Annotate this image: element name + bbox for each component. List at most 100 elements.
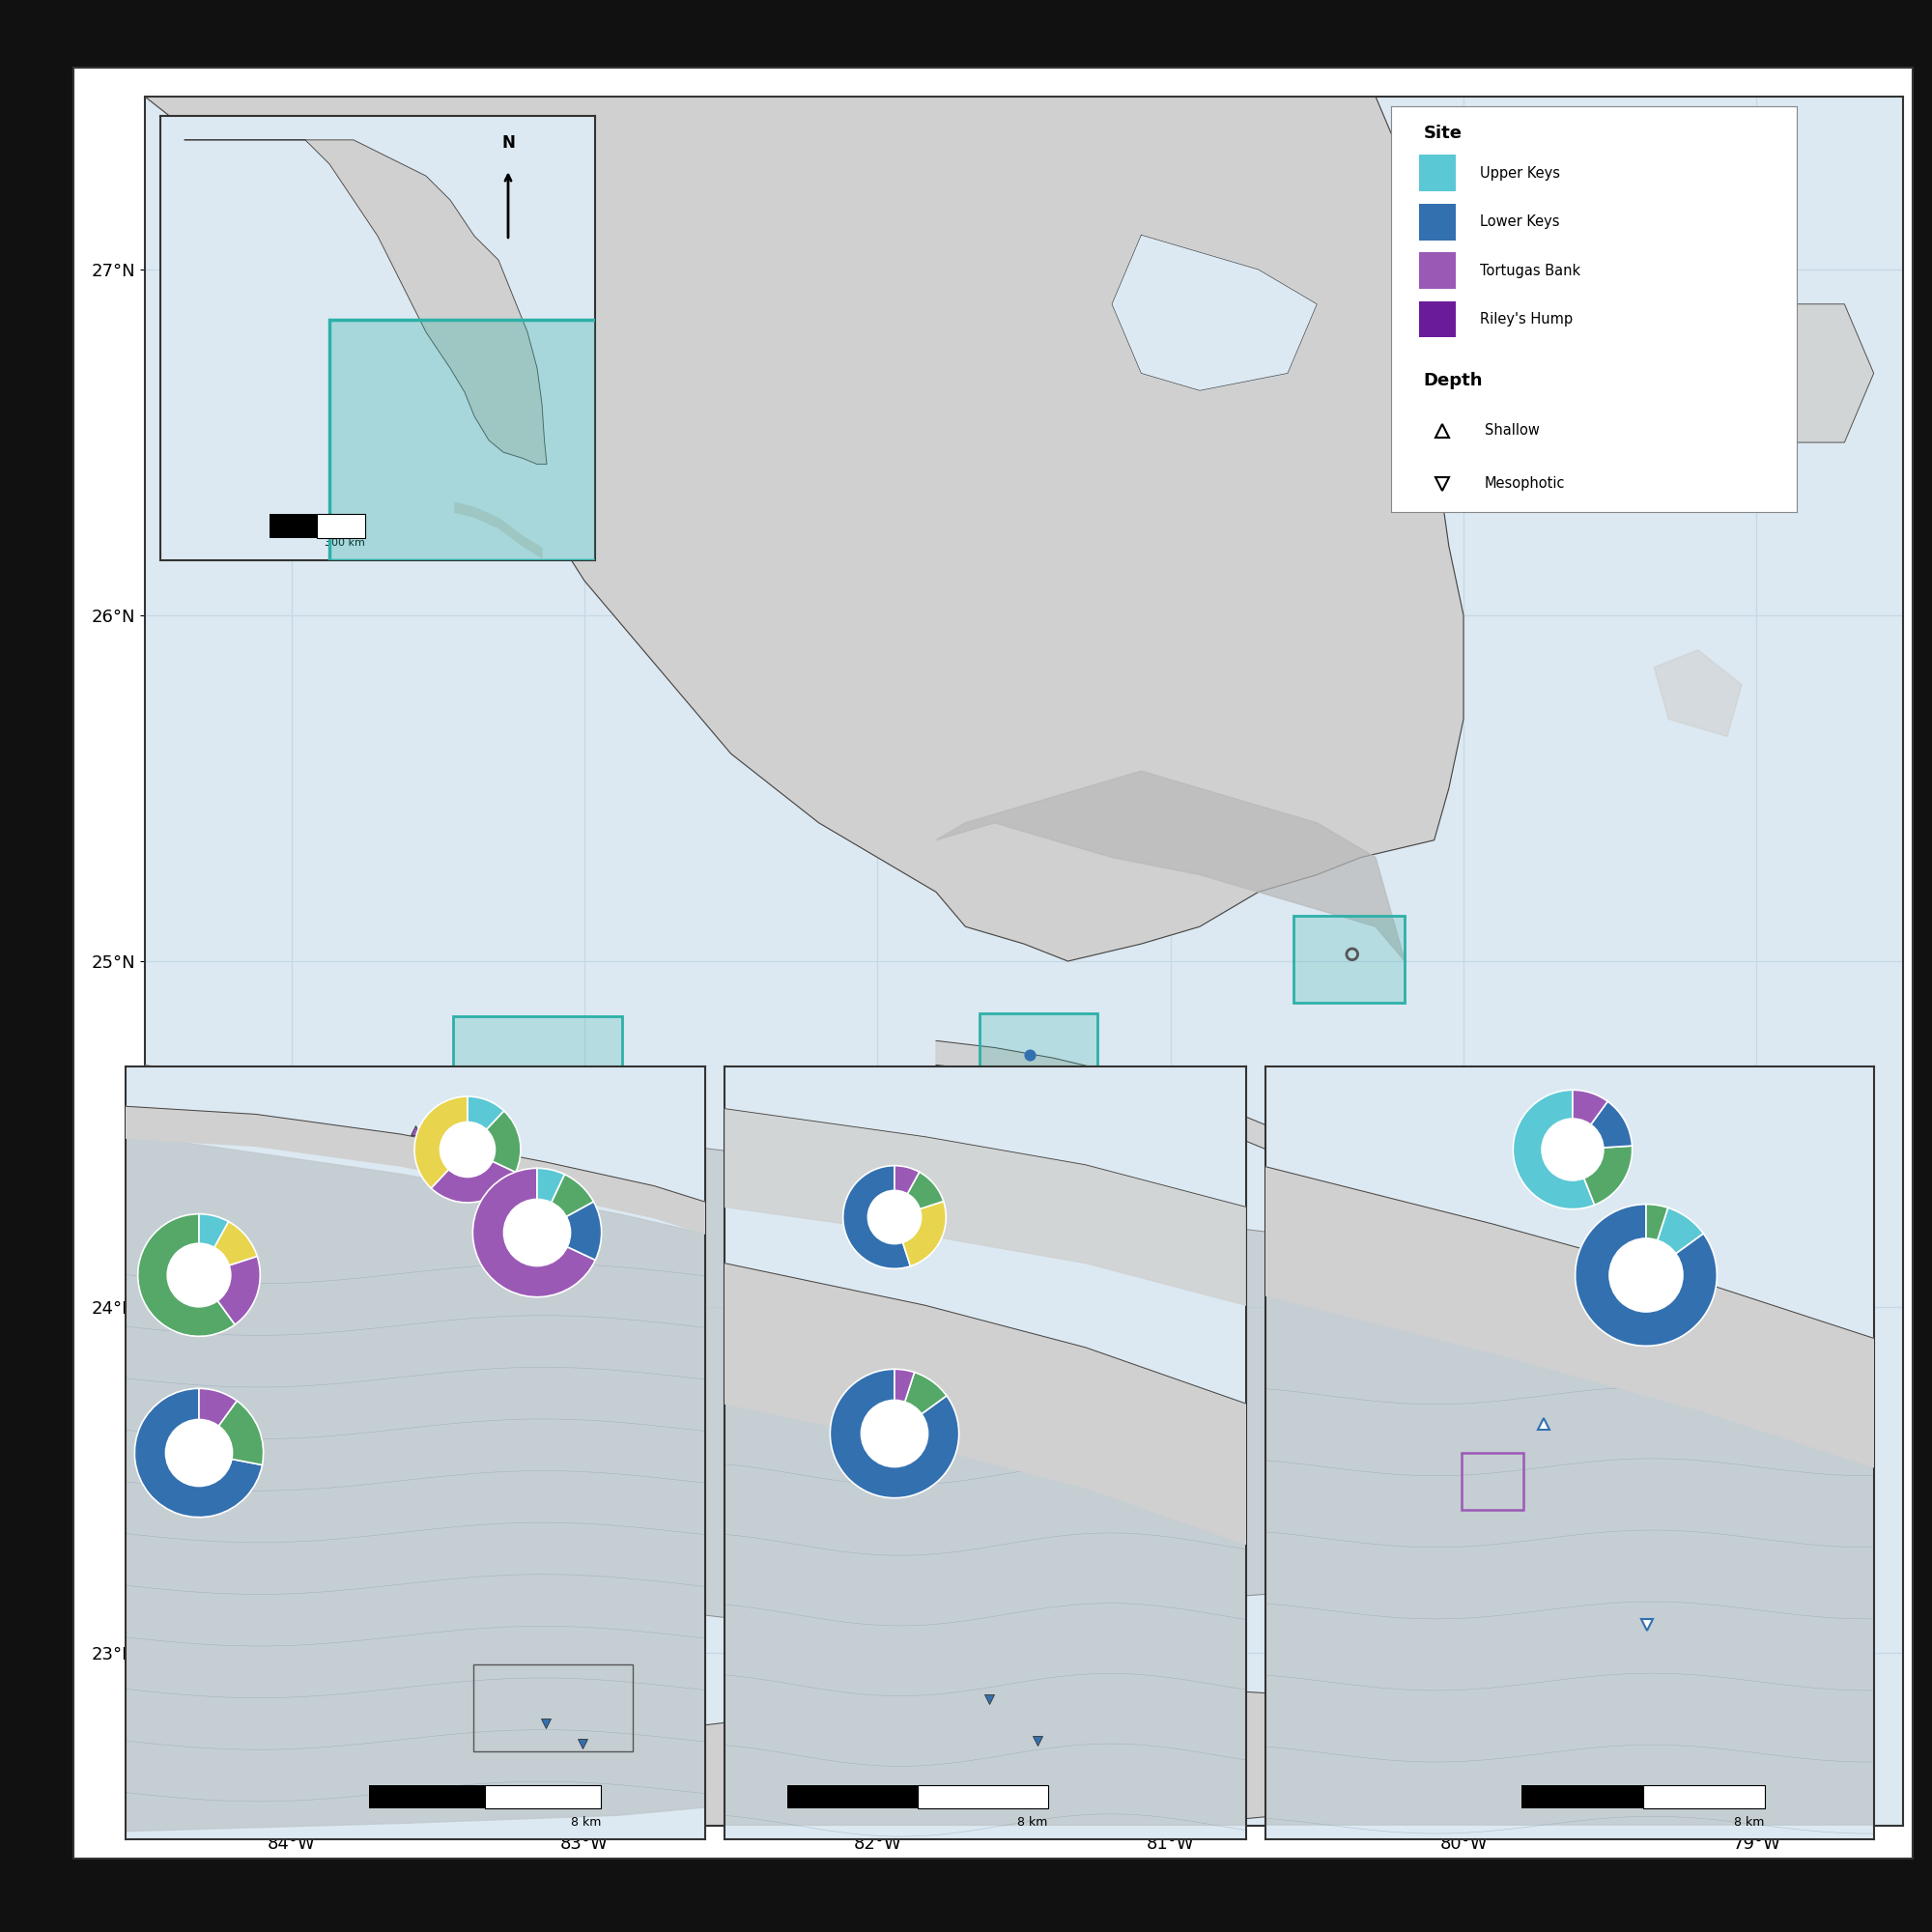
Circle shape	[862, 1401, 927, 1466]
Text: 26.4: 26.4	[184, 1269, 214, 1281]
Wedge shape	[537, 1169, 564, 1233]
Polygon shape	[145, 1687, 1609, 1853]
Polygon shape	[935, 1041, 1449, 1200]
Text: 8 km: 8 km	[570, 1816, 601, 1828]
Bar	[317, 514, 365, 537]
Wedge shape	[1573, 1090, 1607, 1150]
Bar	[1461, 1453, 1522, 1511]
Bar	[1420, 253, 1457, 288]
Polygon shape	[454, 502, 543, 558]
Text: Lower Keys: Lower Keys	[1480, 214, 1559, 230]
Bar	[1520, 1785, 1642, 1808]
Bar	[1294, 916, 1405, 1003]
Bar	[1580, 1781, 1683, 1801]
Wedge shape	[895, 1165, 920, 1217]
Text: 32.0: 32.0	[522, 1227, 553, 1238]
Wedge shape	[895, 1370, 914, 1434]
Circle shape	[166, 1420, 232, 1486]
Polygon shape	[724, 1264, 1246, 1544]
Bar	[269, 514, 317, 537]
Text: 18.0: 18.0	[879, 1211, 910, 1223]
Bar	[452, 1016, 622, 1161]
Bar	[485, 1785, 601, 1808]
Text: Shallow: Shallow	[1484, 423, 1540, 439]
Point	[1337, 939, 1368, 970]
Polygon shape	[1654, 649, 1743, 736]
Bar	[452, 1016, 622, 1161]
Bar	[1294, 916, 1405, 1003]
Polygon shape	[935, 771, 1405, 960]
Circle shape	[1609, 1238, 1683, 1312]
Point	[516, 1094, 547, 1124]
Wedge shape	[473, 1169, 595, 1296]
Bar	[1420, 301, 1457, 338]
Text: 8 km: 8 km	[1735, 1816, 1764, 1828]
Polygon shape	[724, 1376, 1246, 1826]
Text: 43.9: 43.9	[1631, 1269, 1662, 1281]
Text: Upper Keys: Upper Keys	[1480, 166, 1561, 180]
Wedge shape	[1573, 1101, 1633, 1150]
Wedge shape	[895, 1173, 943, 1217]
Bar	[328, 321, 618, 560]
Polygon shape	[126, 1107, 705, 1235]
Wedge shape	[1646, 1204, 1667, 1275]
Text: 00 km: 00 km	[1683, 1808, 1721, 1822]
Wedge shape	[842, 1165, 910, 1269]
Polygon shape	[145, 97, 1464, 960]
Wedge shape	[137, 1213, 236, 1337]
Polygon shape	[724, 1109, 1246, 1306]
Wedge shape	[199, 1389, 238, 1453]
Wedge shape	[468, 1111, 520, 1173]
Wedge shape	[199, 1401, 263, 1464]
Text: Mesophotic: Mesophotic	[1484, 477, 1565, 491]
Wedge shape	[199, 1221, 257, 1275]
Bar	[918, 1785, 1047, 1808]
Text: 33.2: 33.2	[184, 1447, 214, 1459]
Wedge shape	[135, 1389, 263, 1517]
Wedge shape	[199, 1213, 228, 1275]
Bar	[1683, 1781, 1785, 1801]
Text: Depth: Depth	[1424, 373, 1484, 390]
Text: 21.1: 21.1	[452, 1144, 483, 1155]
Bar	[1642, 1785, 1764, 1808]
Circle shape	[440, 1122, 495, 1177]
Bar	[473, 1663, 632, 1752]
Text: 23.6: 23.6	[1557, 1144, 1588, 1155]
Polygon shape	[1727, 303, 1874, 442]
Text: Site: Site	[1424, 124, 1463, 141]
Wedge shape	[1513, 1090, 1594, 1209]
Polygon shape	[1113, 236, 1318, 390]
Bar	[328, 321, 618, 560]
Text: N: N	[502, 133, 514, 151]
Wedge shape	[537, 1175, 593, 1233]
Wedge shape	[895, 1202, 947, 1265]
Point	[1014, 1039, 1045, 1070]
Polygon shape	[1265, 1167, 1874, 1466]
Wedge shape	[468, 1097, 504, 1150]
Wedge shape	[537, 1202, 601, 1260]
Point	[497, 1070, 527, 1101]
Polygon shape	[145, 1065, 1464, 1619]
Wedge shape	[199, 1256, 261, 1325]
Bar	[786, 1785, 918, 1808]
Wedge shape	[431, 1150, 516, 1202]
Polygon shape	[126, 1134, 705, 1832]
Text: Tortugas Bank: Tortugas Bank	[1480, 263, 1580, 278]
Bar	[1420, 203, 1457, 240]
Circle shape	[867, 1190, 922, 1244]
Bar	[980, 1012, 1097, 1099]
Wedge shape	[415, 1097, 468, 1188]
Bar	[980, 1012, 1097, 1099]
Text: Riley's Hump: Riley's Hump	[1480, 311, 1573, 327]
Circle shape	[1542, 1119, 1604, 1180]
Circle shape	[504, 1200, 570, 1265]
Text: 8 km: 8 km	[1018, 1816, 1047, 1828]
Wedge shape	[831, 1370, 958, 1497]
Text: 300 km: 300 km	[325, 537, 365, 549]
Text: 32.8: 32.8	[879, 1428, 910, 1439]
Wedge shape	[1573, 1146, 1633, 1206]
Bar	[369, 1785, 485, 1808]
Polygon shape	[1265, 1281, 1874, 1826]
Circle shape	[168, 1244, 230, 1306]
Polygon shape	[185, 139, 547, 464]
